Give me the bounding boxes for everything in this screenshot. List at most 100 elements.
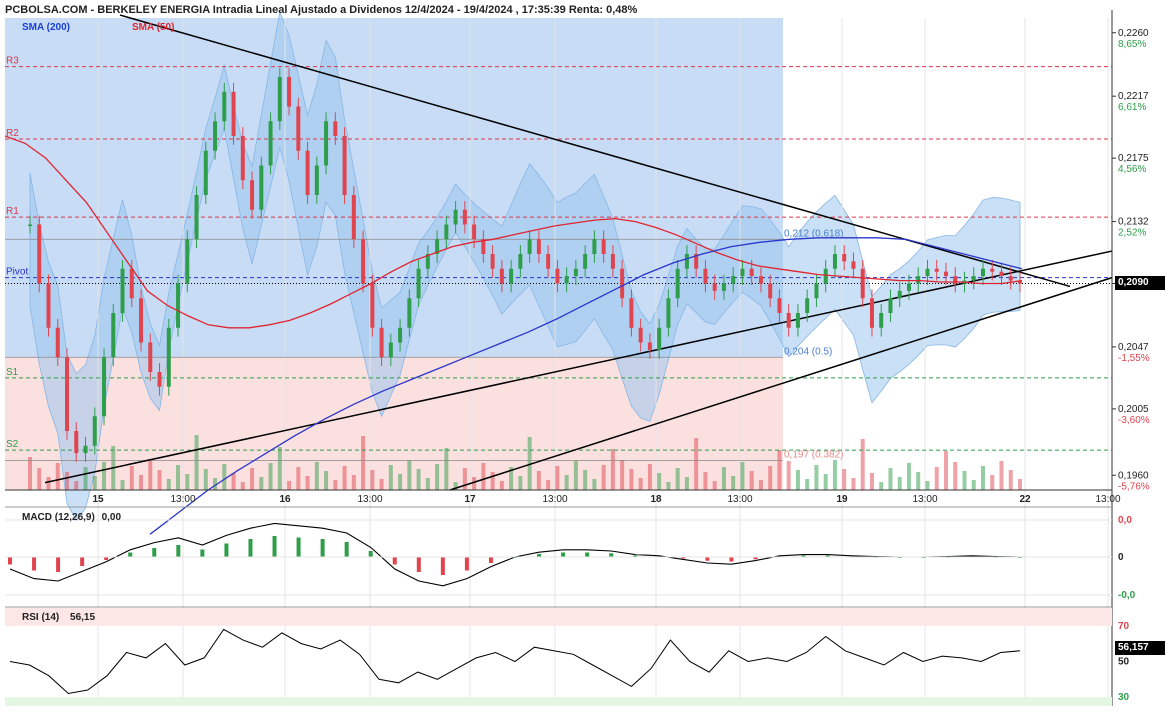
volume-bar (712, 481, 717, 490)
candle-body (240, 136, 245, 181)
fib-label: 0,204 (0.5) (784, 346, 832, 357)
rsi-axis-label: 50 (1118, 656, 1130, 667)
rsi-value: 56,15 (70, 612, 96, 623)
candle-body (731, 276, 736, 284)
candle-body (786, 313, 791, 328)
candle-body (758, 276, 763, 284)
candle-body (897, 290, 902, 299)
pivot-label: R1 (6, 206, 19, 217)
volume-bar (869, 473, 874, 490)
candle-body (851, 261, 856, 269)
macd-histogram-bar (488, 557, 493, 563)
candle-body (157, 372, 162, 387)
candle-body (990, 268, 995, 272)
macd-histogram-bar (633, 555, 638, 557)
candle-body (934, 268, 939, 272)
volume-bar (795, 470, 800, 490)
candle-body (601, 239, 606, 254)
legend-sma200: SMA (200) (22, 22, 70, 33)
volume-bar (361, 436, 366, 490)
pct-tick-label: 2,52% (1118, 228, 1146, 239)
volume-bar (768, 466, 773, 490)
candle-body (953, 276, 958, 284)
macd-histogram-bar (296, 537, 301, 557)
volume-bar (287, 481, 292, 490)
candle-body (148, 342, 153, 372)
pivot-label: R3 (6, 56, 19, 67)
candle-body (943, 271, 948, 277)
macd-histogram-bar (729, 557, 734, 562)
macd-histogram-bar (416, 557, 421, 572)
macd-histogram-bar (368, 551, 373, 557)
volume-bar (231, 473, 236, 490)
candle-body (268, 121, 273, 166)
macd-histogram-bar (128, 552, 133, 557)
volume-bar (999, 461, 1004, 490)
candle-body (823, 268, 828, 284)
volume-bar (305, 476, 310, 490)
volume-bar (509, 467, 514, 490)
sma200-line (149, 237, 1023, 535)
macd-histogram-bar (8, 557, 12, 565)
macd-histogram-bar (681, 557, 686, 559)
volume-bar (758, 480, 763, 490)
candle-body (749, 268, 754, 277)
candle-body (37, 224, 42, 284)
candle-body (694, 254, 699, 269)
volume-bar (851, 478, 856, 490)
time-tick-label: 22 (1019, 494, 1031, 505)
candle-body (509, 268, 514, 284)
candle-body (564, 276, 569, 284)
volume-bar (388, 465, 393, 490)
volume-bar (934, 467, 939, 490)
candle-body (139, 298, 144, 343)
volume-bar (250, 468, 255, 490)
time-tick-label: 19 (836, 494, 848, 505)
rsi-overbought-zone (5, 608, 1112, 626)
volume-bar (148, 461, 153, 490)
candle-body (305, 150, 310, 195)
candle-body (1008, 276, 1013, 281)
candle-body (768, 283, 773, 299)
volume-bar (213, 478, 218, 490)
candle-body (888, 298, 893, 313)
volume-bar (240, 482, 245, 490)
candle-body (55, 327, 60, 358)
volume-bar (786, 461, 791, 490)
volume-bar (842, 469, 847, 490)
macd-axis-label: -0,0 (1118, 590, 1136, 601)
volume-bar (980, 466, 985, 490)
candle-body (435, 239, 440, 254)
volume-bar (555, 466, 560, 490)
macd-histogram-bar (705, 557, 710, 561)
volume-bar (268, 463, 273, 490)
macd-histogram-bar (344, 542, 349, 557)
candle-body (83, 445, 88, 454)
rsi-axis-label: 70 (1118, 621, 1130, 632)
volume-bar (83, 467, 88, 490)
pct-tick-label: 6,61% (1118, 102, 1146, 113)
volume-bar (925, 481, 930, 490)
chart-title: PCBOLSA.COM - BERKELEY ENERGIA Intradia … (5, 4, 638, 16)
volume-bar (65, 472, 70, 490)
macd-panel: 0,00-0,0 (5, 515, 1136, 601)
candle-body (573, 268, 578, 277)
rsi-value-box: 56,157 (1115, 641, 1165, 655)
time-tick-label: 13:00 (357, 494, 382, 505)
volume-bar (694, 438, 699, 490)
candle-body (638, 327, 643, 343)
macd-histogram-bar (320, 539, 325, 557)
macd-histogram-bar (56, 557, 61, 572)
macd-histogram-bar (152, 548, 157, 557)
volume-bar (583, 470, 588, 490)
candle-body (111, 313, 116, 358)
volume-bar (703, 472, 708, 490)
candle-body (287, 77, 292, 107)
price-tick-label: 0,1960 (1118, 470, 1149, 481)
macd-histogram-bar (80, 557, 85, 566)
rsi-axis-label: 30 (1118, 692, 1130, 703)
sma50-line (4, 135, 1023, 329)
macd-title: MACD (12,26,9) (22, 512, 95, 523)
candle-body (416, 268, 421, 299)
